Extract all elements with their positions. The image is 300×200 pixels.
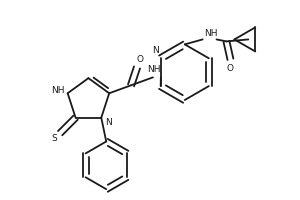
- Text: S: S: [51, 134, 57, 143]
- Text: NH: NH: [51, 86, 64, 95]
- Text: NH: NH: [204, 29, 217, 38]
- Text: N: N: [152, 46, 159, 55]
- Text: O: O: [227, 64, 234, 73]
- Text: O: O: [136, 55, 143, 64]
- Text: NH: NH: [147, 65, 160, 74]
- Text: N: N: [105, 118, 112, 127]
